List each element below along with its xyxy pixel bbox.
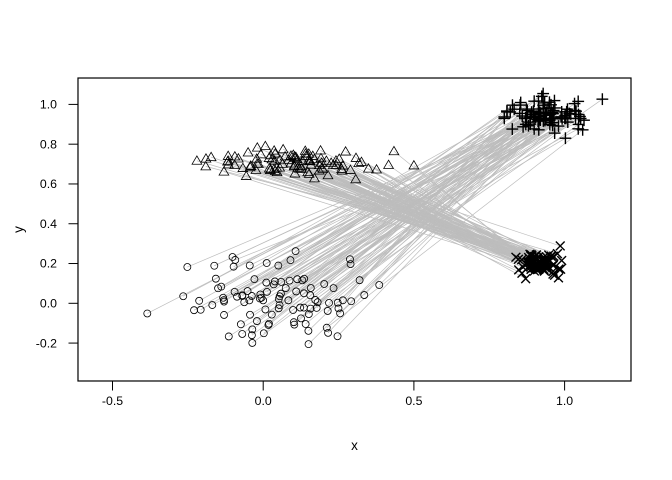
svg-text:0.0: 0.0 xyxy=(40,297,57,311)
svg-text:0.8: 0.8 xyxy=(40,137,57,151)
svg-text:0.4: 0.4 xyxy=(40,217,57,231)
svg-text:0.2: 0.2 xyxy=(40,257,57,271)
svg-text:y: y xyxy=(11,226,26,233)
svg-text:0.5: 0.5 xyxy=(405,394,422,408)
svg-text:1.0: 1.0 xyxy=(556,394,573,408)
svg-text:0.6: 0.6 xyxy=(40,177,57,191)
svg-text:x: x xyxy=(351,438,358,453)
svg-text:-0.2: -0.2 xyxy=(36,336,57,350)
svg-text:0.0: 0.0 xyxy=(255,394,272,408)
svg-text:-0.5: -0.5 xyxy=(102,394,123,408)
svg-text:1.0: 1.0 xyxy=(40,98,57,112)
